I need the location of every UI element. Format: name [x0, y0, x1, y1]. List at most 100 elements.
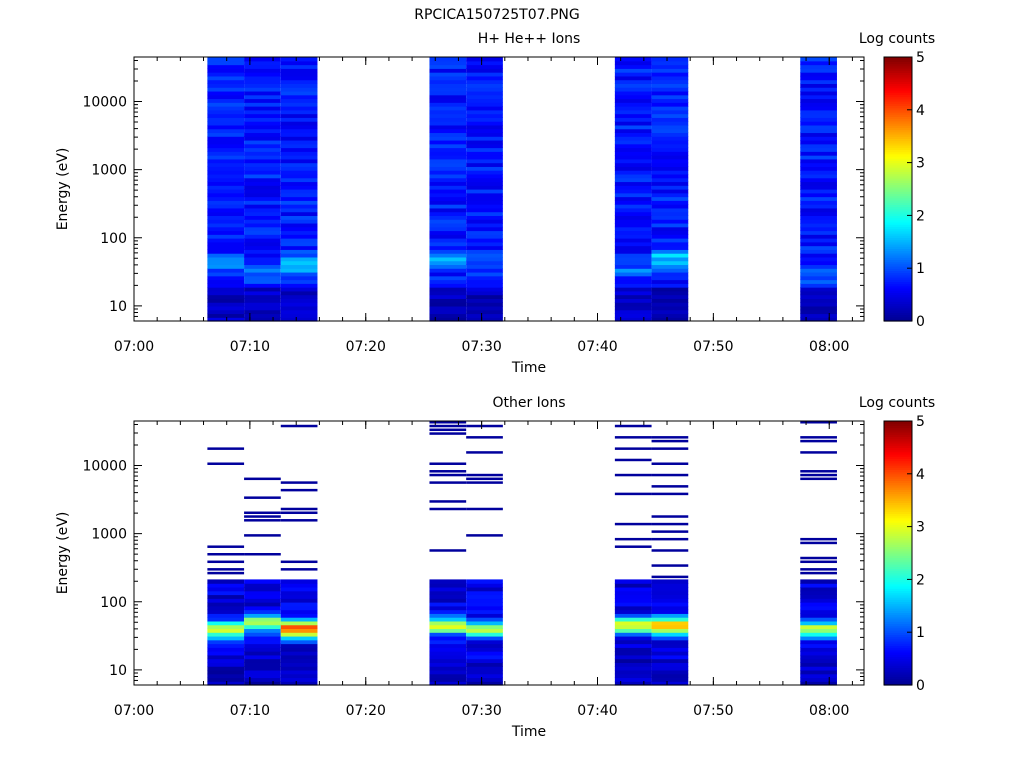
heatmap-cell — [429, 647, 467, 652]
heatmap-cell — [614, 204, 652, 209]
heatmap-cell — [244, 256, 281, 262]
heatmap-cell — [207, 87, 245, 92]
heatmap-cell — [466, 609, 503, 614]
heatmap-cell — [614, 298, 652, 303]
heatmap-cell — [280, 568, 318, 571]
heatmap-cell — [280, 113, 318, 118]
heatmap-cell — [429, 666, 467, 671]
heatmap-cell — [429, 109, 467, 115]
heatmap-cell — [466, 155, 503, 160]
heatmap-cell — [466, 234, 503, 239]
heatmap-cell — [800, 204, 837, 209]
heatmap-cell — [614, 662, 652, 667]
heatmap-cell — [280, 147, 318, 152]
heatmap-cell — [614, 458, 652, 462]
heatmap-cell — [280, 313, 318, 318]
heatmap-cell — [614, 639, 652, 645]
heatmap-cell — [614, 147, 652, 152]
heatmap-cell — [207, 241, 245, 247]
heatmap-cell — [614, 681, 652, 686]
heatmap-cell — [614, 632, 652, 637]
heatmap-cell — [614, 79, 652, 84]
heatmap-cell — [800, 102, 837, 107]
heatmap-cell — [280, 317, 318, 322]
heatmap-cell — [466, 139, 503, 145]
heatmap-cell — [614, 305, 652, 311]
heatmap-cell — [466, 249, 503, 254]
heatmap-cell — [244, 192, 281, 198]
heatmap-cell — [280, 170, 318, 175]
heatmap-cell — [614, 287, 652, 292]
heatmap-cell — [429, 60, 467, 66]
heatmap-cell — [429, 620, 467, 626]
heatmap-cell — [280, 594, 318, 599]
heatmap-cell — [244, 583, 281, 588]
heatmap-cell — [651, 605, 689, 611]
heatmap-cell — [244, 613, 281, 618]
heatmap-cell — [207, 305, 245, 311]
heatmap-cell — [429, 158, 467, 164]
heatmap-cell — [207, 147, 245, 152]
heatmap-cell — [429, 624, 467, 630]
y-axis: 10 100 1000 10000 — [82, 59, 864, 322]
heatmap-cell — [429, 507, 467, 511]
heatmap-cell — [244, 72, 281, 77]
heatmap-cell — [800, 651, 837, 656]
heatmap-cell — [800, 666, 837, 671]
heatmap-cell — [651, 283, 689, 288]
y-tick-label: 10000 — [82, 95, 127, 111]
heatmap-cell — [429, 139, 467, 145]
heatmap-cell — [244, 515, 281, 518]
heatmap-cell — [614, 226, 652, 232]
heatmap-cell — [429, 673, 467, 679]
heatmap-cell — [466, 226, 503, 232]
heatmap-cell — [429, 481, 467, 484]
heatmap-cell — [614, 617, 652, 622]
heatmap-cell — [429, 166, 467, 171]
heatmap-cell — [800, 109, 837, 115]
heatmap-cell — [244, 207, 281, 213]
heatmap-cell — [244, 230, 281, 235]
heatmap-cell — [429, 147, 467, 152]
heatmap-cell — [466, 173, 503, 179]
heatmap-cell — [466, 109, 503, 115]
heatmap-cell — [614, 124, 652, 130]
heatmap-cell — [280, 185, 318, 190]
heatmap-cell — [429, 155, 467, 160]
heatmap-cell — [207, 234, 245, 239]
colorbar-label: Log counts — [859, 31, 935, 47]
heatmap-cell — [614, 94, 652, 100]
heatmap-cell — [429, 549, 467, 552]
heatmap-cell — [429, 643, 467, 648]
heatmap-cell — [614, 602, 652, 607]
heatmap-cell — [207, 185, 245, 190]
heatmap-cell — [614, 222, 652, 228]
heatmap-cell — [466, 534, 503, 537]
heatmap-cell — [244, 305, 281, 311]
heatmap-cell — [466, 230, 503, 235]
heatmap-cell — [207, 669, 245, 675]
heatmap-cell — [429, 298, 467, 303]
heatmap-cell — [244, 245, 281, 250]
x-tick-label: 07:50 — [693, 339, 733, 355]
heatmap-cell — [244, 98, 281, 103]
heatmap-cell — [651, 647, 689, 652]
heatmap-cell — [651, 594, 689, 599]
heatmap-cell — [651, 613, 689, 618]
heatmap-cell — [614, 128, 652, 134]
y-tick-label: 10 — [109, 299, 127, 315]
heatmap-cell — [429, 128, 467, 134]
heatmap-cell — [429, 302, 467, 307]
heatmap-cell — [466, 238, 503, 243]
heatmap-cell — [800, 439, 837, 443]
heatmap-cell — [429, 238, 467, 243]
heatmap-cell — [429, 177, 467, 183]
heatmap-cell — [280, 238, 318, 243]
heatmap-cell — [800, 121, 837, 126]
heatmap-cell — [651, 177, 689, 183]
heatmap-cell — [429, 617, 467, 622]
heatmap-cell — [614, 658, 652, 663]
heatmap-cell — [207, 677, 245, 682]
heatmap-cell — [207, 628, 245, 633]
heatmap-cell — [429, 170, 467, 175]
